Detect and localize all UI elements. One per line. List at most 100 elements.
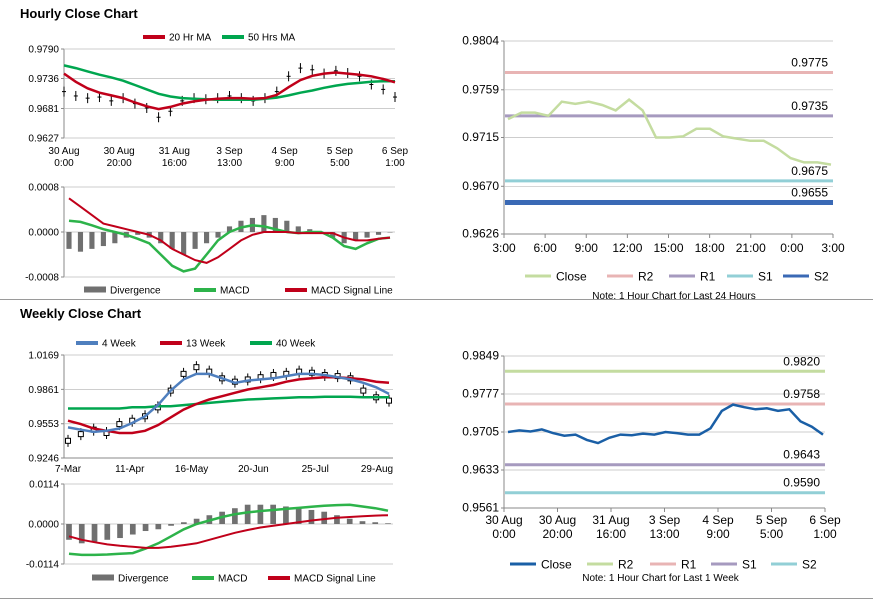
weekly-macd-divergence-bar xyxy=(180,522,187,524)
hourly-levels-x-tick-label: 3:00 xyxy=(821,241,845,255)
weekly-levels-x-tick-time: 1:00 xyxy=(813,527,837,541)
section-divider xyxy=(0,299,873,300)
weekly-macd-divergence-bar xyxy=(142,524,149,532)
hourly-levels-x-tick-label: 6:00 xyxy=(533,241,557,255)
weekly-13wk-ma-line xyxy=(67,375,390,435)
hourly-macd-y-tick-label: -0.0008 xyxy=(25,273,59,284)
hourly-levels-legend-label: R2 xyxy=(638,270,654,284)
hourly-macd-divergence-bar xyxy=(192,232,198,249)
hourly-price-x-tick-date: 30 Aug xyxy=(104,146,135,157)
weekly-macd-divergence-bar xyxy=(78,524,85,544)
hourly-price-legend-label: 50 Hrs MA xyxy=(248,33,296,44)
hourly-price-x-tick-time: 5:00 xyxy=(330,158,350,169)
weekly-macd-divergence-bar xyxy=(168,524,174,526)
hourly-price-chart: 0.9790 0.9736 0.9681 0.9627 20 Hr MA 50 Hrs M… xyxy=(28,33,409,170)
hourly-levels-level-label-s1: 0.9675 xyxy=(791,164,828,178)
hourly-price-x-tick-time: 16:00 xyxy=(162,158,187,169)
hourly-price-x-tick-date: 5 Sep xyxy=(327,146,354,157)
hourly-levels-legend-label: S1 xyxy=(758,270,773,284)
weekly-price-x-tick-label: 16-May xyxy=(175,464,208,475)
hourly-50hr-ma-line xyxy=(63,64,395,102)
hourly-price-x-tick-time: 20:00 xyxy=(107,158,132,169)
weekly-levels-level-label-s2: 0.9590 xyxy=(783,476,820,490)
weekly-macd-divergence-bar xyxy=(295,508,302,524)
weekly-price-x-tick-label: 11-Apr xyxy=(115,464,145,475)
weekly-price-y-tick-label: 0.9553 xyxy=(28,419,59,430)
weekly-macd-divergence-bar xyxy=(155,524,162,530)
hourly-levels-legend-label: Close xyxy=(556,270,587,284)
hourly-levels-legend-label: S2 xyxy=(814,270,829,284)
hourly-macd-divergence-bar xyxy=(295,226,301,232)
hourly-levels-close-line xyxy=(507,97,832,166)
weekly-macd-divergence-bar xyxy=(359,521,366,524)
weekly-macd-divergence-bar xyxy=(270,504,277,524)
hourly-price-x-tick-date: 6 Sep xyxy=(382,146,409,157)
hourly-levels-note: Note: 1 Hour Chart for Last 24 Hours xyxy=(592,291,755,302)
weekly-close-candle xyxy=(116,421,123,428)
weekly-macd-divergence-bar xyxy=(193,518,200,524)
hourly-levels-legend-label: R1 xyxy=(700,270,716,284)
hourly-macd-signal-line xyxy=(68,197,391,264)
hourly-price-y-tick-label: 0.9736 xyxy=(28,74,59,85)
hourly-macd-divergence-bar xyxy=(89,232,95,249)
weekly-levels-x-tick-date: 3 Sep xyxy=(649,513,681,527)
weekly-macd-divergence-bar xyxy=(91,524,98,542)
hourly-levels-x-tick-label: 21:00 xyxy=(736,241,766,255)
hourly-price-x-tick-time: 9:00 xyxy=(275,158,295,169)
weekly-levels-x-tick-time: 20:00 xyxy=(542,527,572,541)
weekly-macd-macd-line xyxy=(68,503,389,557)
weekly-levels-legend-label: Close xyxy=(541,558,572,572)
hourly-20hr-ma-line xyxy=(63,71,396,111)
hourly-levels-y-tick-label: 0.9715 xyxy=(462,130,499,144)
hourly-levels-x-tick-label: 15:00 xyxy=(653,241,683,255)
weekly-macd-legend-label: Divergence xyxy=(118,574,169,585)
weekly-levels-x-tick-time: 16:00 xyxy=(596,527,626,541)
weekly-price-y-tick-label: 1.0169 xyxy=(28,351,59,362)
weekly-levels-x-tick-date: 6 Sep xyxy=(809,513,841,527)
hourly-levels-y-tick-label: 0.9670 xyxy=(462,179,499,193)
hourly-macd-divergence-bar xyxy=(226,226,233,232)
weekly-price-legend-label: 40 Week xyxy=(276,339,316,350)
hourly-levels-y-tick-label: 0.9759 xyxy=(462,82,499,96)
hourly-macd-divergence-bar xyxy=(364,232,370,238)
weekly-macd-divergence-bar xyxy=(321,511,328,524)
weekly-price-x-tick-label: 20-Jun xyxy=(238,464,269,475)
weekly-macd-y-tick-label: 0.0114 xyxy=(29,480,59,491)
weekly-macd-divergence-bar xyxy=(117,524,123,539)
weekly-price-y-tick-label: 0.9246 xyxy=(28,454,59,465)
hourly-price-x-tick-time: 13:00 xyxy=(217,158,242,169)
hourly-macd-divergence-bar xyxy=(112,232,118,244)
hourly-macd-divergence-bar xyxy=(204,232,210,244)
hourly-macd-chart: 0.0008 0.0000 -0.0008 Divergence MACD MACD Si… xyxy=(25,183,395,297)
weekly-levels-x-tick-time: 9:00 xyxy=(706,527,730,541)
hourly-macd-divergence-bar xyxy=(169,232,175,249)
weekly-close-candle xyxy=(270,371,277,378)
hourly-levels-level-label-r2: 0.9775 xyxy=(791,55,828,69)
hourly-price-x-tick-date: 31 Aug xyxy=(159,146,190,157)
weekly-macd-y-tick-label: 0.0000 xyxy=(28,520,59,531)
hourly-price-y-tick-label: 0.9790 xyxy=(28,45,59,56)
hourly-macd-legend-swatch xyxy=(84,286,106,293)
weekly-close-candle xyxy=(180,370,187,377)
hourly-macd-divergence-bar xyxy=(66,232,72,249)
hourly-price-x-tick-date: 30 Aug xyxy=(48,146,79,157)
weekly-macd-divergence-bar xyxy=(104,524,111,540)
weekly-macd-chart: 0.0114 0.0000 -0.0114 Divergence MACD MACD Si… xyxy=(26,480,393,585)
hourly-price-x-tick-date: 3 Sep xyxy=(216,146,243,157)
hourly-macd-macd-line xyxy=(68,219,391,273)
weekly-levels-x-tick-date: 30 Aug xyxy=(485,513,522,527)
weekly-levels-level-label-r1: 0.9758 xyxy=(783,387,820,401)
hourly-macd-y-tick-label: 0.0000 xyxy=(28,228,59,239)
weekly-levels-legend-label: R2 xyxy=(618,558,634,572)
weekly-levels-y-tick-label: 0.9633 xyxy=(462,463,499,477)
weekly-levels-y-tick-label: 0.9849 xyxy=(462,349,499,363)
weekly-macd-divergence-bar xyxy=(385,523,391,524)
weekly-macd-divergence-bar xyxy=(244,504,251,524)
hourly-macd-divergence-bar xyxy=(353,232,359,241)
weekly-macd-divergence-bar xyxy=(232,508,238,524)
weekly-price-chart: 1.0169 0.9861 0.9553 0.9246 4 Week 13 Week 40 … xyxy=(28,339,393,476)
weekly-section-title: Weekly Close Chart xyxy=(20,306,142,321)
weekly-close-candle xyxy=(193,364,200,371)
weekly-levels-x-tick-time: 13:00 xyxy=(649,527,679,541)
weekly-40wk-ma-line xyxy=(68,395,389,410)
